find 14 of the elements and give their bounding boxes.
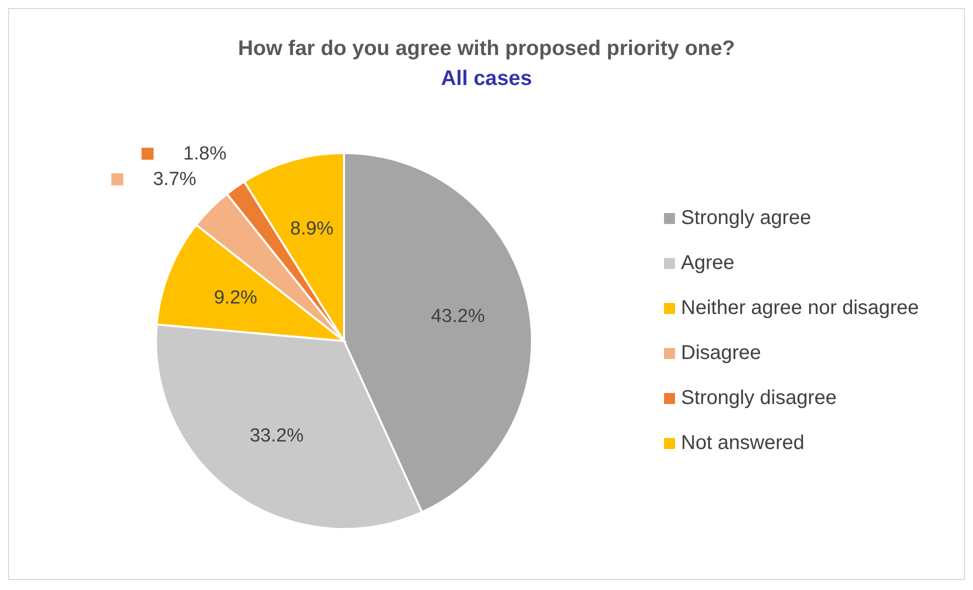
data-label: 43.2%	[430, 306, 485, 327]
data-label: 3.7%	[152, 168, 196, 190]
legend-label: Strongly disagree	[681, 387, 837, 410]
data-label: 33.2%	[250, 426, 304, 447]
legend-label: Not answered	[681, 432, 804, 455]
data-label: 1.8%	[183, 143, 227, 164]
chart-title: How far do you agree with proposed priority one?	[238, 37, 736, 60]
legend-label: Agree	[681, 252, 734, 275]
legend-label: Disagree	[681, 342, 762, 365]
legend-label: Neither agree nor disagree	[681, 297, 919, 320]
chart-subtitle: All cases	[440, 67, 532, 90]
data-label: 9.2%	[214, 288, 258, 309]
data-label: 8.9%	[290, 218, 334, 240]
legend-label: Strongly agree	[681, 207, 812, 230]
